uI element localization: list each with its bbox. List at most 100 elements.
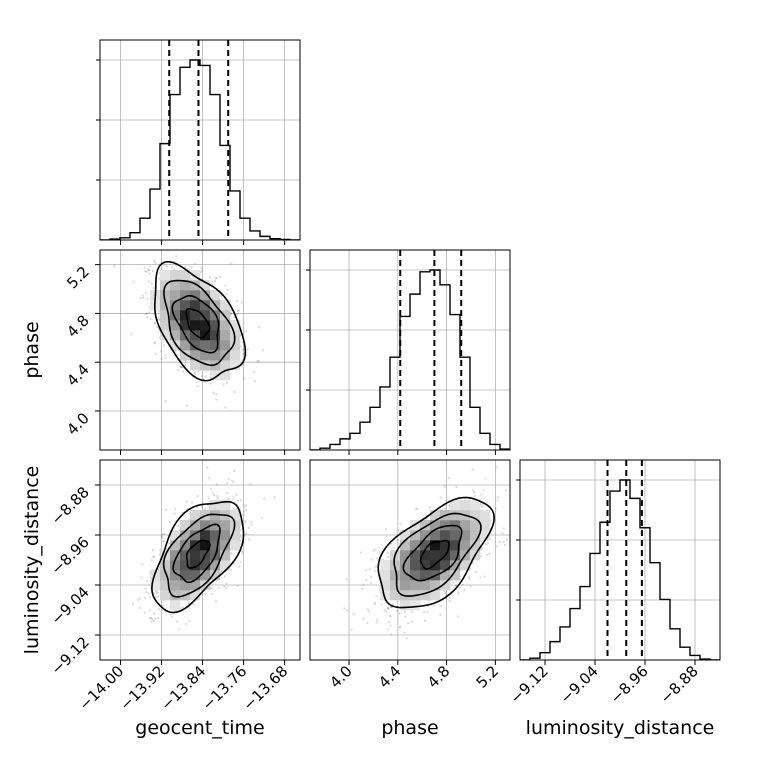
scatter-point [391, 603, 395, 606]
scatter-point [243, 510, 246, 513]
density-bin [440, 560, 451, 571]
density-bin [160, 330, 171, 341]
density-bin [400, 560, 411, 571]
scatter-point [154, 261, 157, 264]
density-bin [400, 600, 411, 611]
scatter-point [145, 312, 148, 315]
scatter-point [148, 616, 152, 620]
scatter-point [153, 322, 156, 325]
scatter-point [480, 548, 483, 551]
y-axis-label-phase: phase [21, 321, 43, 378]
scatter-point [168, 520, 172, 524]
density-bin [170, 540, 181, 551]
scatter-point [345, 609, 348, 612]
scatter-point [239, 499, 242, 502]
scatter-point [210, 586, 213, 590]
scatter-point [146, 298, 149, 301]
scatter-point [365, 568, 368, 572]
scatter-point [185, 404, 189, 407]
scatter-point [212, 392, 215, 395]
scatter-point [225, 381, 228, 384]
scatter-point [385, 610, 388, 613]
scatter-point [150, 558, 153, 562]
contour-line [163, 279, 236, 367]
density-bin [420, 560, 431, 571]
density-bin [230, 510, 241, 521]
scatter-point [423, 619, 427, 622]
scatter-point [457, 592, 460, 595]
density-panel-phase-vs-geocent_time [95, 249, 301, 455]
scatter-point [216, 494, 219, 498]
scatter-point [233, 316, 236, 319]
scatter-point [482, 488, 485, 492]
scatter-point [374, 565, 377, 568]
scatter-point [256, 360, 259, 363]
scatter-point [171, 615, 174, 618]
scatter-point [200, 266, 203, 270]
scatter-point [174, 507, 177, 510]
scatter-point [236, 309, 239, 312]
density-bin [450, 510, 461, 521]
scatter-point [141, 563, 144, 566]
scatter-point [132, 280, 135, 283]
scatter-point [243, 505, 246, 508]
density-bin [190, 590, 201, 601]
scatter-point [130, 333, 133, 336]
contour-line [151, 500, 245, 614]
scatter-point [235, 493, 238, 496]
scatter-point [397, 538, 400, 542]
scatter-point [403, 631, 406, 634]
scatter-point [203, 593, 206, 596]
scatter-point [484, 477, 487, 480]
scatter-point [258, 326, 261, 329]
contours [153, 260, 247, 382]
scatter-point [154, 617, 157, 620]
density-bin [210, 520, 221, 531]
scatter-point [154, 353, 157, 356]
scatter-point [224, 406, 227, 409]
scatter-point [150, 620, 153, 623]
density-bin [190, 550, 201, 561]
scatter-point [403, 610, 407, 614]
density-bin [200, 350, 211, 361]
scatter-point [262, 349, 265, 352]
scatter-point [244, 508, 248, 512]
density-bin [200, 520, 211, 531]
scatter-point [241, 348, 245, 351]
scatter-point [473, 494, 476, 498]
scatter-point [148, 311, 151, 314]
density-bin [430, 580, 441, 591]
scatter-point [444, 591, 447, 595]
scatter-point [454, 584, 457, 587]
scatter-point [246, 348, 249, 351]
density-bin [410, 540, 421, 551]
scatter-point [455, 486, 458, 489]
scatter-point [227, 497, 230, 500]
density-bin [410, 530, 421, 541]
scatter-point [257, 359, 261, 363]
contour-line [419, 539, 450, 570]
scatter-point [171, 266, 174, 269]
scatter-point [151, 269, 154, 272]
density-bin [180, 550, 191, 561]
scatter-point [440, 605, 443, 608]
scatter-point [161, 537, 164, 540]
scatter-point [206, 466, 209, 469]
density-bin [440, 530, 451, 541]
scatter-point [369, 581, 372, 584]
scatter-point [162, 540, 165, 543]
scatter-point [503, 543, 507, 547]
scatter-point [214, 600, 218, 603]
scatter-point [404, 615, 407, 618]
scatter-point [164, 357, 167, 360]
density-bin [180, 530, 191, 541]
x-axis-label-phase: phase [381, 717, 438, 739]
density-bin [200, 290, 211, 301]
scatter-point [383, 609, 386, 612]
scatter-point [416, 507, 419, 510]
scatter-point [496, 495, 499, 499]
scatter-point [216, 496, 219, 499]
scatter-point [145, 270, 148, 273]
scatter-point [428, 506, 431, 509]
density-bin [410, 560, 421, 571]
